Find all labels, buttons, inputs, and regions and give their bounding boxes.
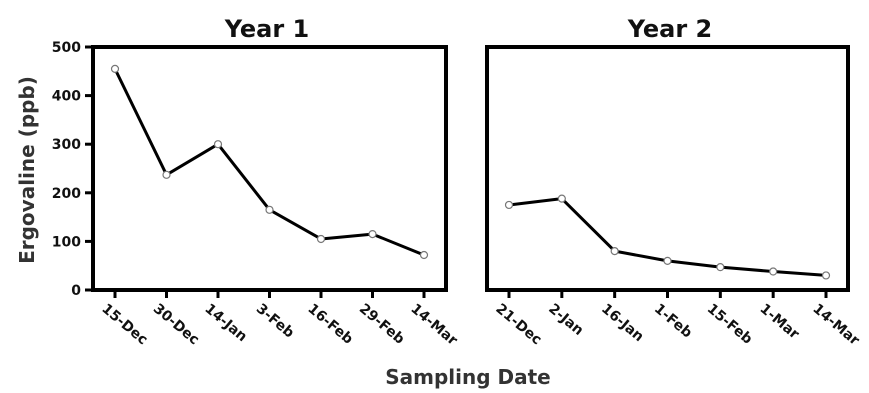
y-tick-label: 200 <box>52 186 81 202</box>
data-point <box>213 140 223 149</box>
x-tick-label: 21-Dec <box>492 301 544 348</box>
x-tick-label: 15-Dec <box>98 301 150 348</box>
x-tick-label: 2-Jan <box>545 301 586 339</box>
x-tick-label: 14-Mar <box>407 301 460 349</box>
x-tick-label: 16-Feb <box>304 301 356 348</box>
panel-title-year-2: Year 2 <box>627 15 713 43</box>
data-point <box>769 267 778 276</box>
data-point <box>821 271 831 280</box>
x-tick-label: 30-Dec <box>150 301 202 348</box>
x-tick-label: 29-Feb <box>356 301 408 348</box>
data-point <box>419 250 429 260</box>
y-tick-label: 500 <box>52 40 81 56</box>
y-axis-title: Ergovaline (ppb) <box>15 76 39 264</box>
data-point <box>610 247 619 256</box>
data-point <box>162 170 171 179</box>
y-tick-label: 0 <box>71 283 81 299</box>
data-point <box>368 230 377 239</box>
panel-year-2: 21-Dec 2-Jan 16-Jan 1-Feb 15-Feb 1-Mar 14-Mar <box>485 45 862 349</box>
x-axis-title: Sampling Date <box>385 365 551 389</box>
data-point <box>663 256 672 265</box>
x-tick-label: 16-Jan <box>598 301 647 345</box>
series-line <box>113 68 425 257</box>
data-point <box>716 263 725 272</box>
x-tick-label: 1-Mar <box>757 301 802 343</box>
panel-title-year-1: Year 1 <box>224 15 310 43</box>
plot-frame <box>91 45 448 292</box>
x-tick-label: 14-Jan <box>201 301 250 345</box>
y-tick-label: 100 <box>52 234 81 250</box>
data-point <box>316 234 326 244</box>
x-tick-label: 14-Mar <box>809 301 862 349</box>
data-point <box>110 64 120 73</box>
data-point <box>265 205 274 214</box>
data-point <box>504 200 514 210</box>
plot-frame <box>485 45 850 292</box>
y-tick-label: 300 <box>52 137 81 153</box>
y-tick-label: 400 <box>52 89 81 105</box>
x-tick-label: 1-Feb <box>651 301 695 342</box>
data-point <box>557 194 566 203</box>
x-tick-label: 15-Feb <box>704 301 756 348</box>
x-tick-label: 3-Feb <box>253 301 297 342</box>
